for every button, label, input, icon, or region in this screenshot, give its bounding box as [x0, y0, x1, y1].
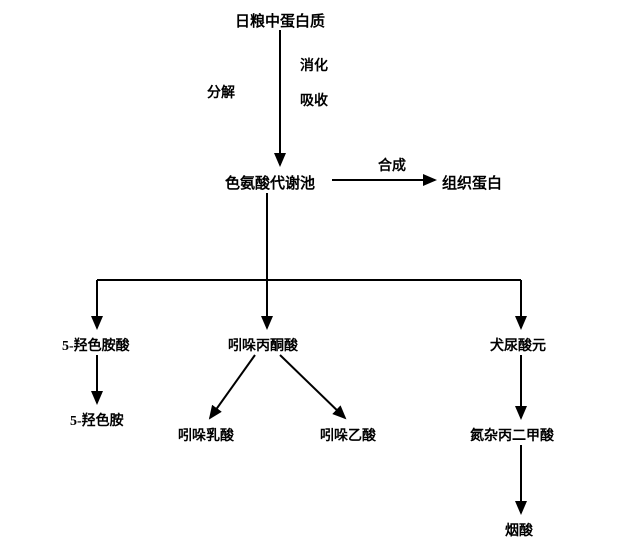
label-synthesize: 合成	[378, 155, 406, 175]
node-niacin: 烟酸	[505, 520, 533, 540]
node-indole-acetate: 吲哚乙酸	[320, 425, 376, 445]
label-digest: 消化	[300, 55, 328, 75]
node-kynurenine: 犬尿酸元	[490, 335, 546, 355]
node-quinolinate: 氮杂丙二甲酸	[470, 425, 554, 445]
node-tissue: 组织蛋白	[442, 172, 502, 193]
node-pool: 色氨酸代谢池	[225, 172, 315, 193]
node-indole-lactate: 吲哚乳酸	[178, 425, 234, 445]
node-indole-pyruvate: 吲哚丙酮酸	[228, 335, 298, 355]
node-hydroxytrp: 5-羟色胺	[70, 410, 124, 430]
flowchart-arrows	[0, 0, 630, 559]
node-hydroxytrp-acid: 5-羟色胺酸	[62, 335, 130, 355]
node-root: 日粮中蛋白质	[235, 10, 325, 31]
label-absorb: 吸收	[300, 90, 328, 110]
label-decompose: 分解	[207, 82, 235, 102]
